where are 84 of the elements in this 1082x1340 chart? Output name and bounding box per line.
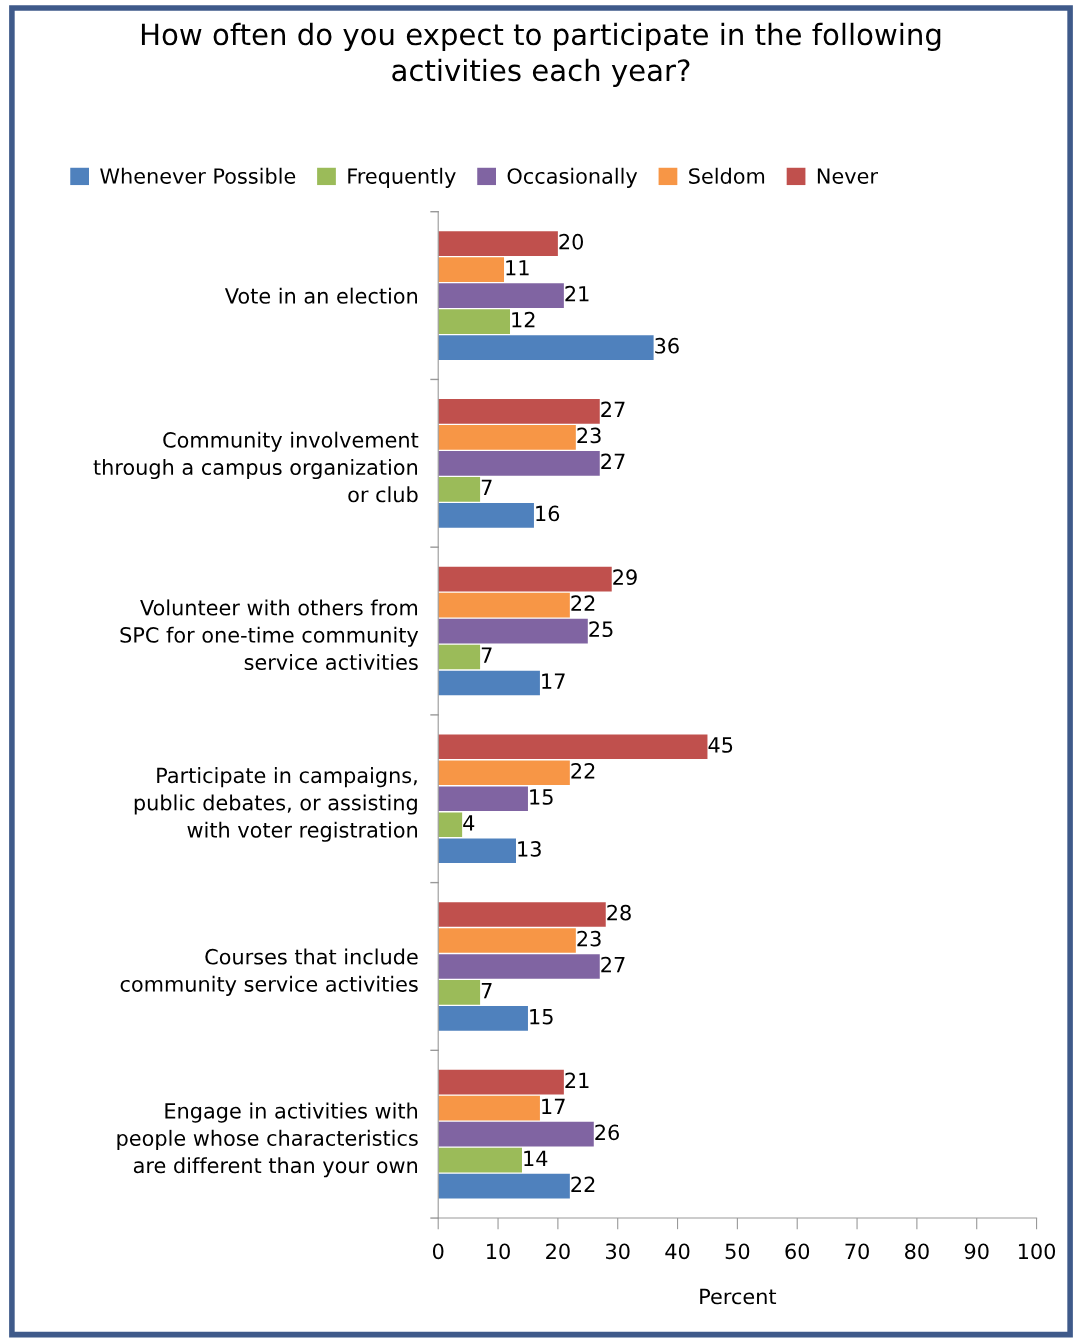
data-label: 27: [601, 401, 625, 418]
data-label: 22: [571, 763, 595, 779]
bar: [438, 644, 481, 670]
bar: [438, 309, 511, 334]
bar: [438, 283, 564, 308]
chart-title: How often do you expect to participate in the following activities each year?: [141, 22, 941, 87]
data-label: 4: [463, 815, 475, 831]
bar: [438, 566, 612, 592]
bar: [438, 335, 654, 360]
bar: [438, 398, 600, 424]
x-tick-label: 50: [725, 1243, 750, 1260]
x-tick-label: 60: [785, 1243, 810, 1260]
data-label: 21: [565, 285, 589, 302]
y-tick-label: Volunteer with others from SPC for one-time community service activities: [120, 599, 419, 671]
bar: [438, 980, 481, 1005]
x-tick-label: 100: [1018, 1243, 1056, 1260]
data-label: 20: [559, 233, 584, 250]
x-tick-label: 20: [546, 1243, 570, 1260]
bar: [438, 786, 528, 812]
data-label: 7: [481, 647, 492, 663]
data-label: 14: [524, 1150, 548, 1166]
x-tick-label: 10: [487, 1243, 510, 1260]
x-tick-label: 0: [432, 1243, 444, 1260]
legend-label: Seldom: [689, 167, 765, 184]
data-label: 22: [571, 595, 595, 611]
bar: [438, 424, 576, 450]
bar: [438, 670, 540, 696]
y-tick-label: Engage in activities with people whose characteristics are different than your own: [117, 1102, 418, 1178]
bar: [438, 1121, 594, 1147]
legend-label: Occasionally: [507, 167, 638, 188]
data-label: 23: [577, 930, 601, 947]
bar: [438, 502, 534, 528]
y-tick-label: Participate in campaigns, public debates, or assisting with voter registration: [134, 767, 417, 842]
x-tick-label: 80: [905, 1243, 929, 1260]
bar: [438, 954, 600, 979]
bar: [438, 257, 505, 282]
bar: [438, 812, 463, 838]
legend-label: Whenever Possible: [100, 167, 296, 184]
data-label: 23: [577, 427, 601, 444]
data-label: 45: [708, 737, 733, 753]
bar: [438, 1173, 570, 1199]
data-label: 29: [613, 569, 637, 586]
legend-label: Frequently: [348, 167, 456, 188]
data-label: 12: [512, 311, 535, 328]
data-label: 26: [595, 1124, 619, 1141]
bar: [438, 760, 570, 786]
data-label: 28: [607, 904, 631, 921]
y-tick-label: Vote in an election: [224, 287, 417, 304]
data-label: 7: [481, 983, 492, 999]
bar: [438, 902, 606, 927]
data-label: 25: [589, 621, 613, 638]
bar: [438, 231, 558, 256]
x-tick-label: 70: [845, 1243, 869, 1260]
bar: [438, 450, 600, 476]
y-tick-label: Courses that include community service activities: [120, 948, 418, 996]
x-tick-label: 40: [665, 1243, 690, 1260]
bar: [438, 1006, 528, 1031]
bar: [438, 734, 708, 760]
data-label: 7: [481, 479, 492, 496]
bar: [438, 476, 481, 502]
data-label: 27: [601, 453, 625, 470]
data-label: 36: [655, 337, 679, 354]
data-label: 22: [571, 1176, 595, 1192]
bar: [438, 928, 576, 953]
data-label: 15: [530, 789, 553, 805]
data-label: 16: [536, 505, 560, 522]
data-label: 27: [601, 956, 625, 973]
data-label: 21: [565, 1072, 589, 1088]
data-label: 11: [506, 260, 529, 276]
data-label: 17: [542, 673, 565, 689]
bar: [438, 1095, 540, 1121]
bar: [438, 838, 516, 864]
x-axis-title: Percent: [700, 1288, 777, 1305]
x-tick-label: 30: [606, 1243, 630, 1260]
bar: [438, 1069, 564, 1095]
data-label: 15: [530, 1009, 553, 1025]
legend-label: Never: [817, 168, 878, 184]
bar: [438, 1147, 522, 1173]
data-label: 13: [518, 841, 541, 857]
bar: [438, 592, 570, 618]
bar: [438, 618, 588, 644]
y-tick-label: Community involvement through a campus organization or club: [93, 431, 419, 503]
x-tick-label: 90: [964, 1243, 989, 1260]
data-label: 17: [542, 1098, 565, 1114]
